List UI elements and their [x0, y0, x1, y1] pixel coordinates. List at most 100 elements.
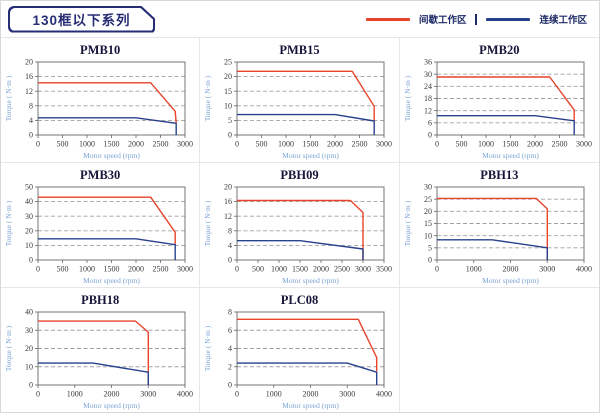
svg-text:2000: 2000	[104, 390, 120, 399]
svg-text:500: 500	[252, 265, 264, 274]
svg-text:2000: 2000	[128, 140, 144, 149]
svg-text:36: 36	[424, 58, 432, 67]
svg-text:10: 10	[424, 231, 432, 240]
svg-text:40: 40	[25, 197, 33, 206]
svg-text:1500: 1500	[292, 265, 308, 274]
chart-cell-pbh13: PBH13 0 5 10 15 20 25 30 0 1000 2000 3000 4000 Motor…	[399, 163, 599, 288]
chart-title-pmb30: PMB30	[80, 168, 121, 182]
svg-text:15: 15	[424, 219, 432, 228]
page-title-tag-fill	[10, 8, 153, 31]
svg-text:3000: 3000	[340, 390, 356, 399]
legend-label-continuous: 连续工作区	[539, 15, 587, 26]
svg-text:1000: 1000	[79, 140, 95, 149]
chart-pmb20: 0 6 12 18 24 30 36 0 500 1000 1500 2000 2500 3000 Moto…	[403, 58, 592, 160]
svg-text:0: 0	[428, 131, 432, 140]
svg-text:20: 20	[25, 344, 33, 353]
svg-text:500: 500	[57, 140, 69, 149]
svg-text:2000: 2000	[303, 390, 319, 399]
svg-text:0: 0	[36, 390, 40, 399]
svg-text:0: 0	[36, 140, 40, 149]
svg-text:500: 500	[57, 265, 69, 274]
svg-text:0: 0	[428, 256, 432, 265]
svg-text:30: 30	[25, 212, 33, 221]
svg-text:Torque ( N·m ): Torque ( N·m )	[4, 325, 13, 371]
svg-text:20: 20	[224, 183, 232, 192]
svg-text:2000: 2000	[313, 265, 329, 274]
svg-text:3000: 3000	[355, 265, 371, 274]
svg-text:0: 0	[36, 265, 40, 274]
empty-cell	[400, 288, 599, 412]
chart-title-pmb10: PMB10	[80, 43, 121, 57]
svg-text:1000: 1000	[466, 265, 482, 274]
chart-pbh13: 0 5 10 15 20 25 30 0 1000 2000 3000 4000 Motor speed…	[403, 183, 592, 285]
svg-text:2500: 2500	[153, 140, 169, 149]
page-title-tag: 130框以下系列	[8, 6, 155, 33]
svg-text:2000: 2000	[527, 140, 543, 149]
svg-text:2000: 2000	[327, 140, 343, 149]
svg-text:5: 5	[428, 243, 432, 252]
legend-line-continuous-icon	[486, 17, 531, 21]
svg-text:4000: 4000	[177, 390, 193, 399]
svg-text:3000: 3000	[540, 265, 556, 274]
svg-text:8: 8	[29, 101, 33, 110]
svg-text:1000: 1000	[67, 390, 83, 399]
svg-text:1000: 1000	[478, 140, 494, 149]
svg-text:1500: 1500	[303, 140, 319, 149]
svg-text:0: 0	[228, 131, 232, 140]
svg-text:Torque ( N·m ): Torque ( N·m )	[4, 200, 13, 246]
svg-text:10: 10	[224, 101, 232, 110]
svg-text:0: 0	[235, 390, 239, 399]
svg-text:8: 8	[228, 226, 232, 235]
svg-text:3000: 3000	[177, 140, 193, 149]
svg-text:3000: 3000	[376, 140, 392, 149]
svg-text:1500: 1500	[104, 140, 120, 149]
chart-cell-pmb15: PMB15 0 5 10 15 20 25 0 500 1000 1500 2000 2500 3000…	[200, 38, 400, 163]
svg-text:500: 500	[456, 140, 468, 149]
chart-cell-pbh09: PBH09 0 4 8 12 16 20 0 500 1000 1500 2000 2500 3000 3…	[200, 163, 400, 288]
svg-text:0: 0	[29, 131, 33, 140]
svg-text:Motor speed (rpm): Motor speed (rpm)	[482, 276, 539, 285]
svg-text:6: 6	[228, 326, 232, 335]
svg-text:2500: 2500	[153, 265, 169, 274]
svg-text:Torque ( N·m ): Torque ( N·m )	[4, 75, 13, 121]
svg-text:0: 0	[29, 256, 33, 265]
chart-cell-pmb20: PMB20 0 6 12 18 24 30 36 0 500 1000 1500 2000 2500 30…	[399, 38, 599, 163]
svg-text:5: 5	[228, 116, 232, 125]
chart-cell-plc08: PLC08 0 2 4 6 8 0 1000 2000 3000 4000 Motor speed …	[200, 288, 400, 412]
svg-text:0: 0	[435, 265, 439, 274]
svg-text:0: 0	[235, 265, 239, 274]
chart-pmb10: 0 4 8 12 16 20 0 500 1000 1500 2000 2500 3000 Motor s…	[4, 58, 193, 160]
svg-text:2500: 2500	[552, 140, 568, 149]
svg-text:0: 0	[228, 381, 232, 390]
svg-text:20: 20	[25, 58, 33, 67]
svg-text:4: 4	[228, 344, 232, 353]
chart-cell-pbh18: PBH18 0 10 20 30 40 0 1000 2000 3000 4000 Motor sp…	[1, 288, 201, 412]
svg-text:Torque ( N·m ): Torque ( N·m )	[203, 75, 212, 121]
svg-text:20: 20	[424, 207, 432, 216]
chart-pbh09: 0 4 8 12 16 20 0 500 1000 1500 2000 2500 3000 3500 Mot…	[203, 183, 392, 285]
header: 130框以下系列 间歇工作区 连续工作区	[1, 1, 599, 38]
svg-text:4000: 4000	[376, 390, 392, 399]
svg-text:3000: 3000	[177, 265, 193, 274]
chart-title-pbh13: PBH13	[480, 168, 519, 182]
chart-cell-pmb10: PMB10 0 4 8 12 16 20 0 500 1000 1500 2000 2500 3000 M…	[1, 38, 201, 163]
svg-text:25: 25	[224, 58, 232, 67]
svg-text:1000: 1000	[79, 265, 95, 274]
svg-text:12: 12	[224, 212, 232, 221]
svg-text:3500: 3500	[376, 265, 392, 274]
chart-grid: PMB10 0 4 8 12 16 20 0 500 1000 1500 2000 2500 3000 M…	[1, 38, 599, 412]
chart-plc08: 0 2 4 6 8 0 1000 2000 3000 4000 Motor speed (rpm) T…	[203, 308, 392, 410]
svg-text:1500: 1500	[104, 265, 120, 274]
svg-text:2000: 2000	[128, 265, 144, 274]
svg-text:3000: 3000	[576, 140, 592, 149]
svg-text:18: 18	[424, 94, 432, 103]
svg-text:8: 8	[228, 308, 232, 317]
svg-text:25: 25	[424, 195, 432, 204]
legend: 间歇工作区 连续工作区	[365, 12, 587, 26]
svg-text:2500: 2500	[334, 265, 350, 274]
svg-text:Motor speed (rpm): Motor speed (rpm)	[83, 276, 140, 285]
chart-title-pbh09: PBH09	[280, 168, 319, 182]
svg-text:10: 10	[25, 241, 33, 250]
svg-text:16: 16	[224, 197, 232, 206]
